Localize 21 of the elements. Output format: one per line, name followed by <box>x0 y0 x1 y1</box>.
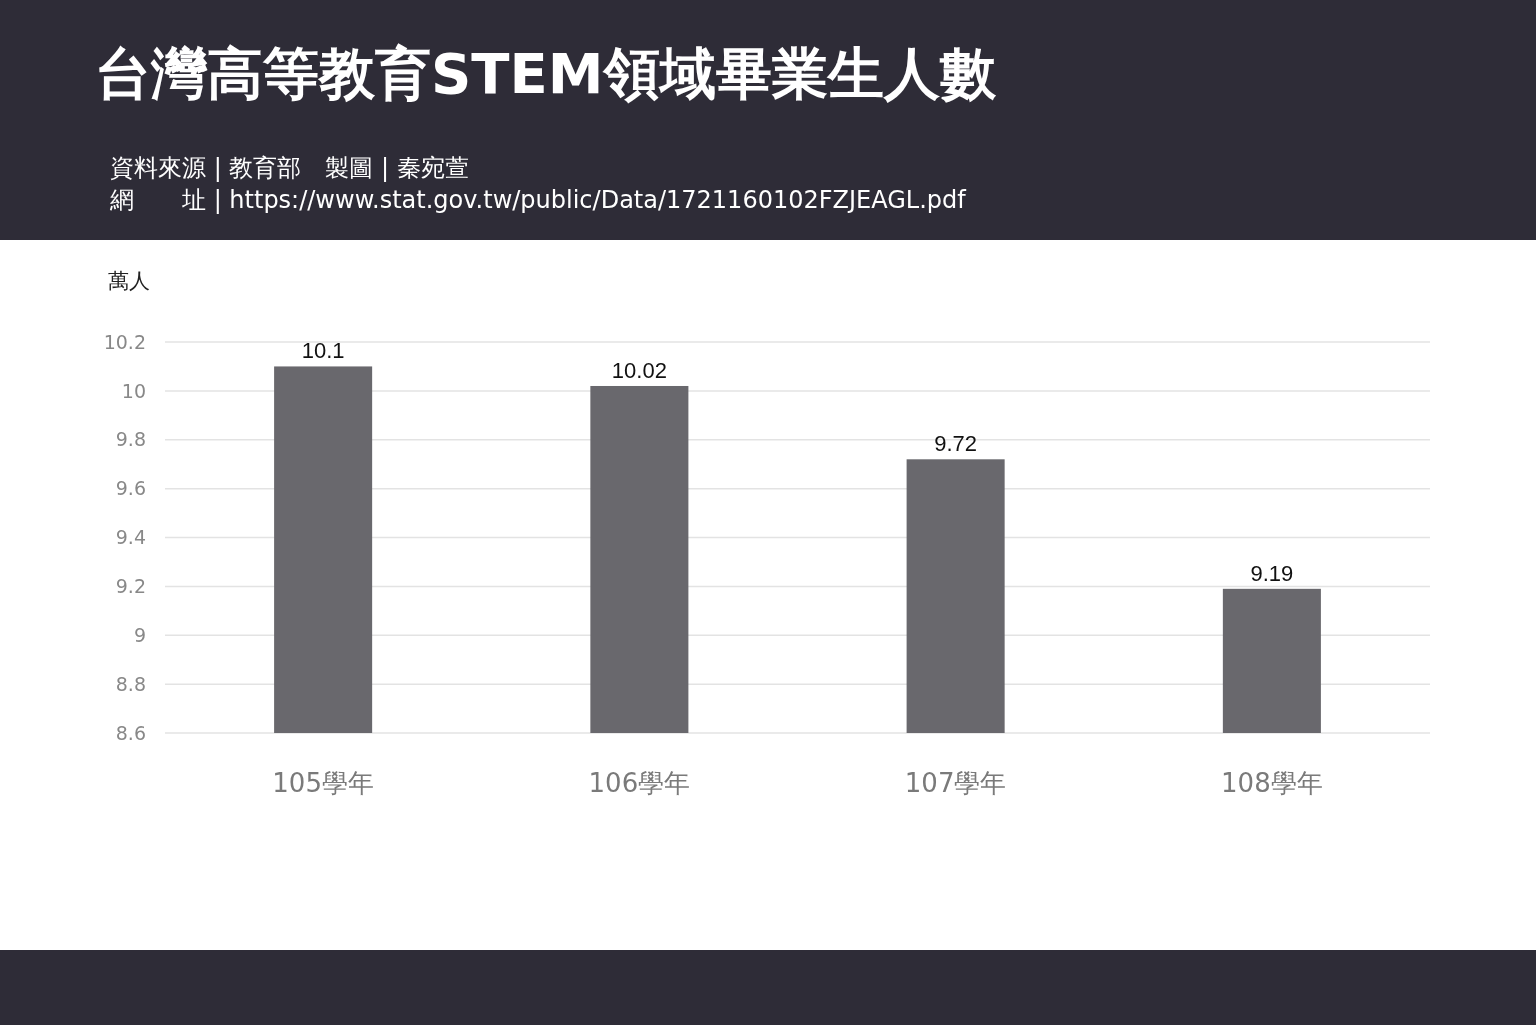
y-tick-label: 8.8 <box>115 672 146 695</box>
data-label: 10.02 <box>611 357 667 383</box>
data-label: 10.1 <box>301 338 345 364</box>
data-label: 9.72 <box>934 431 978 457</box>
data-label: 9.19 <box>1250 560 1294 586</box>
y-tick-label: 9.6 <box>115 477 146 500</box>
y-tick-label: 10.2 <box>103 330 146 353</box>
x-tick-label: 108學年 <box>1221 768 1323 798</box>
y-axis-title: 萬人 <box>108 269 150 293</box>
y-tick-label: 9.8 <box>115 428 146 451</box>
x-tick-label: 106學年 <box>588 768 691 798</box>
chart-title: 台灣高等教育STEM領域畢業生人數 <box>95 41 997 106</box>
y-tick-label: 9 <box>133 623 146 646</box>
y-tick-label: 8.6 <box>115 721 146 744</box>
y-tick-label: 9.2 <box>115 575 146 598</box>
source-note: 資料來源 | 教育部 製圖 | 秦宛萱 <box>110 154 469 182</box>
text: 網 址 | https://www.stat.gov.tw/public/Data/1721160102FZJEAGL.pdf <box>109 186 967 214</box>
y-tick-label: 9.4 <box>115 526 146 549</box>
x-tick-label: 107學年 <box>904 768 1007 798</box>
y-tick-label: 10 <box>121 379 146 402</box>
x-tick-label: 105學年 <box>272 768 374 798</box>
